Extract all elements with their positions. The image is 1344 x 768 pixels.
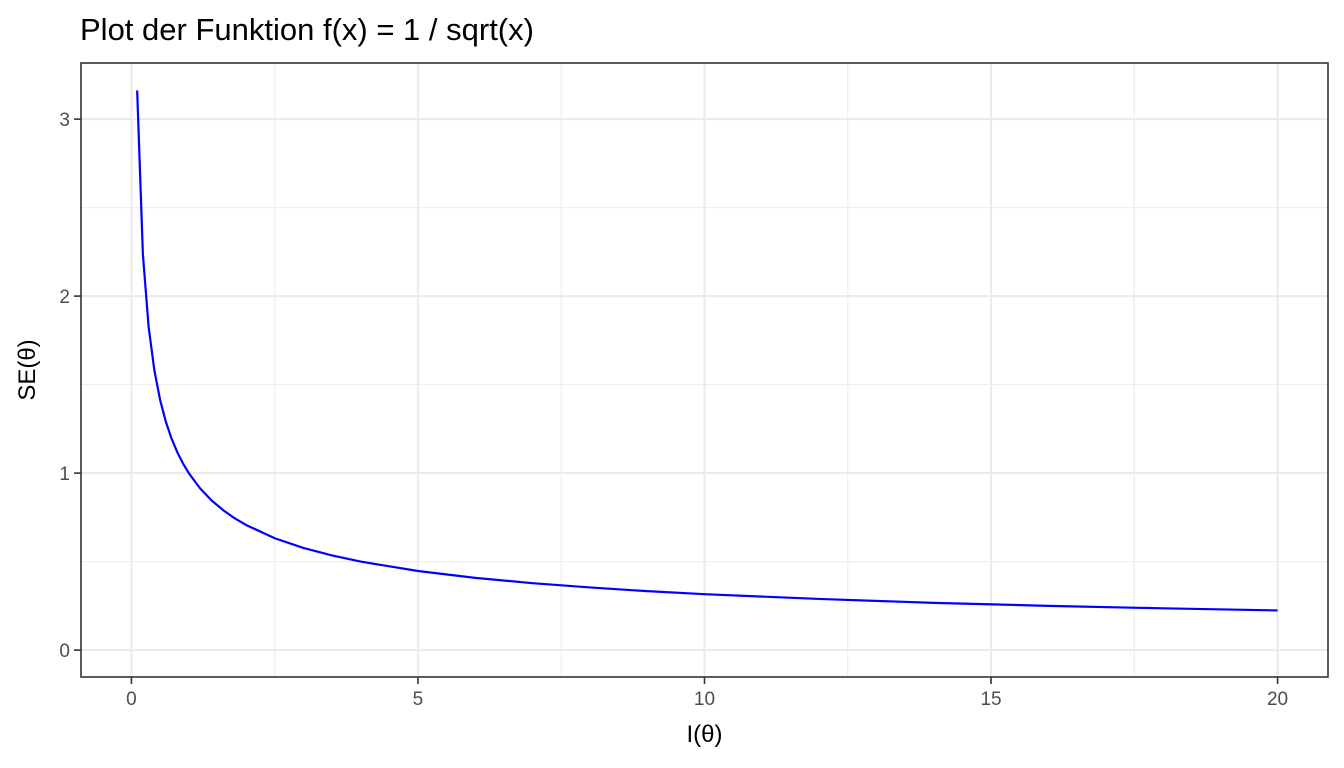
chart-title: Plot der Funktion f(x) = 1 / sqrt(x) [80,12,534,47]
series-line [136,90,1278,612]
x-tick-label: 5 [413,689,424,710]
x-tick-label: 10 [694,689,715,710]
grid [81,63,1328,677]
series-layer [136,90,1278,612]
x-tick-label: 0 [126,689,137,710]
x-tick-label: 15 [980,689,1001,710]
x-axis: 0 5 10 15 20 [126,677,1288,710]
y-tick-label: 0 [59,641,70,662]
y-tick-label: 3 [59,110,70,131]
x-axis-title: I(θ) [687,721,723,748]
y-tick-label: 1 [59,464,70,485]
y-axis: 0 1 2 3 [59,110,81,662]
y-axis-title: SE(θ) [14,339,41,400]
y-tick-label: 2 [59,287,70,308]
x-tick-label: 20 [1267,689,1288,710]
